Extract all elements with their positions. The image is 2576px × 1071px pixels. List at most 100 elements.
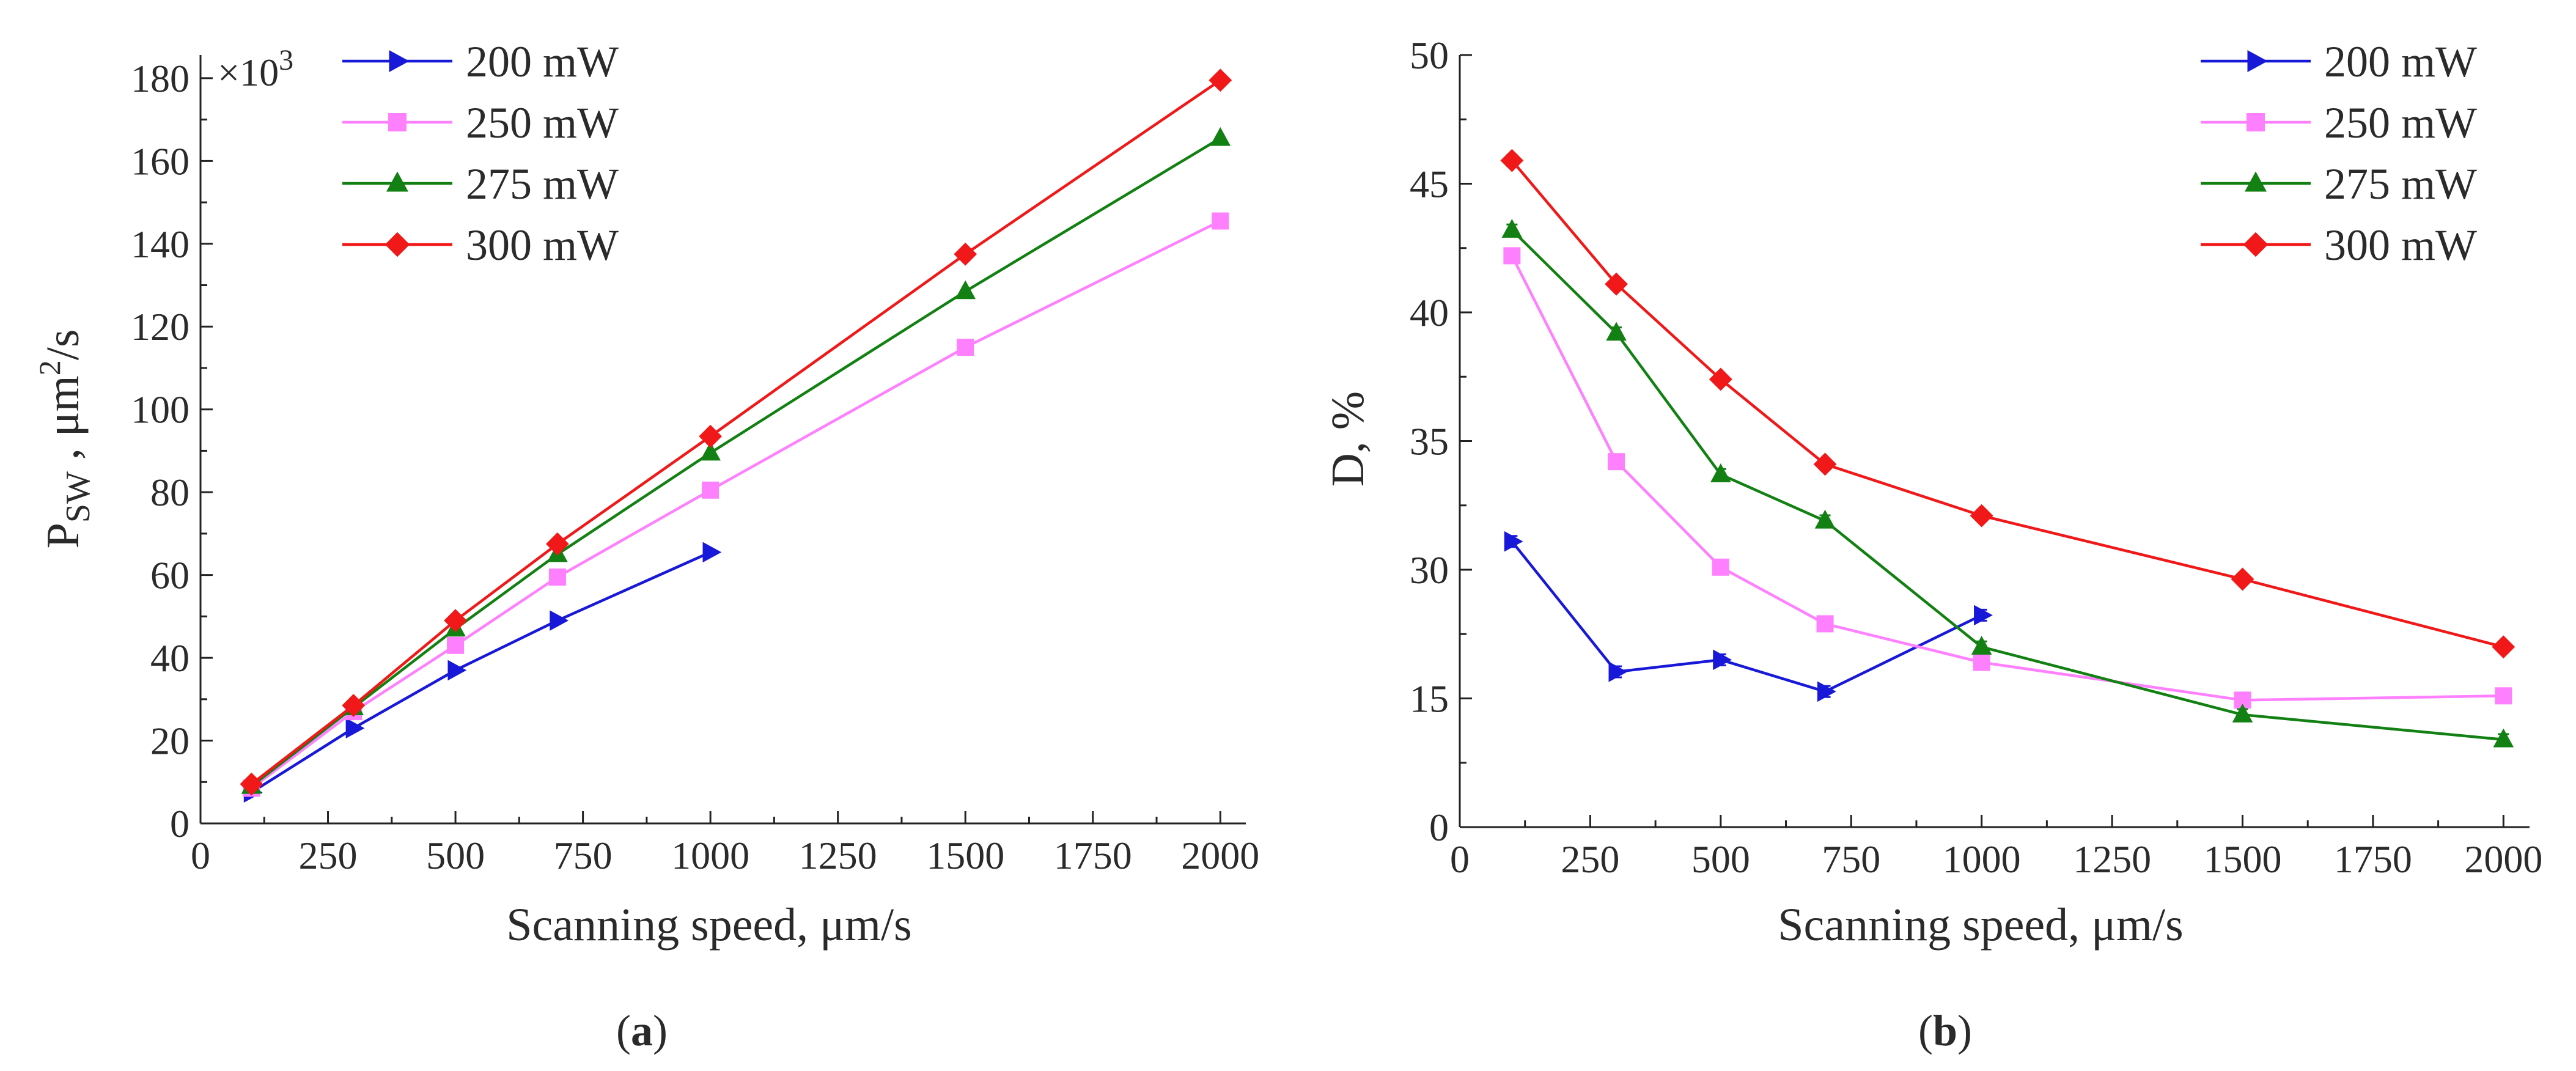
data-point bbox=[955, 280, 976, 300]
data-point bbox=[1814, 509, 1836, 529]
data-point bbox=[1974, 605, 1993, 626]
y-tick-label: 15 bbox=[1410, 677, 1449, 721]
chart-b-series-layer bbox=[1500, 149, 2515, 748]
x-tick-label: 1000 bbox=[1943, 837, 2021, 881]
data-point bbox=[1608, 453, 1625, 471]
y-tick-label: 0 bbox=[170, 802, 190, 845]
series-200-mw bbox=[243, 542, 722, 803]
y-tick-label: 160 bbox=[131, 139, 190, 183]
data-point bbox=[2492, 635, 2515, 659]
legend-label: 300 mW bbox=[466, 221, 619, 270]
legend-entry: 250 mW bbox=[2201, 98, 2477, 147]
series-line bbox=[251, 551, 712, 794]
data-point bbox=[2231, 567, 2254, 591]
data-point bbox=[1971, 636, 1992, 655]
data-point bbox=[1710, 463, 1731, 482]
chart-b-panel-letter: b bbox=[1933, 1006, 1957, 1055]
series-line bbox=[1511, 540, 1982, 693]
legend-label: 200 mW bbox=[466, 37, 619, 86]
chart-a-ylabel-main: P bbox=[37, 523, 89, 548]
series-275-mw bbox=[1501, 219, 2514, 748]
x-tick-label: 1250 bbox=[799, 834, 877, 877]
data-point bbox=[345, 718, 365, 739]
data-point bbox=[1973, 653, 1990, 671]
x-tick-label: 250 bbox=[1561, 837, 1619, 881]
chart-panel-b: 0 250 500 750 1000 1250 1500 1750 2000 0 15 30 35 40… bbox=[1322, 34, 2542, 1055]
legend-entry: 275 mW bbox=[2201, 160, 2477, 208]
x-tick-label: 1000 bbox=[671, 834, 749, 877]
chart-a-ylabel-sup: 2 bbox=[32, 360, 67, 375]
data-point bbox=[2232, 703, 2253, 723]
chart-a-x-axis-label: Scanning speed, μm/s bbox=[506, 899, 911, 951]
chart-b-legend: 200 mW 250 mW 275 mW 300 mW bbox=[2201, 37, 2477, 270]
y-tick-label: 45 bbox=[1410, 163, 1449, 206]
chart-a-scale-note-base: ×10 bbox=[218, 51, 279, 94]
series-275-mw bbox=[241, 127, 1231, 794]
data-point bbox=[2493, 728, 2514, 748]
data-point bbox=[447, 636, 465, 654]
y-tick-label: 140 bbox=[131, 223, 190, 266]
chart-a-y-ticks: 0 20 40 60 80 100 120 140 160 180 bbox=[131, 57, 213, 845]
legend-label: 250 mW bbox=[466, 98, 619, 147]
data-point bbox=[1210, 127, 1231, 146]
x-tick-label: 0 bbox=[1450, 837, 1470, 881]
y-tick-label: 80 bbox=[150, 471, 190, 514]
series-200-mw bbox=[1504, 531, 1993, 702]
data-point bbox=[1970, 504, 1993, 528]
x-tick-label: 0 bbox=[191, 834, 210, 877]
y-tick-label: 120 bbox=[131, 305, 190, 348]
x-tick-label: 750 bbox=[554, 834, 613, 877]
x-tick-label: 750 bbox=[1822, 837, 1880, 881]
y-tick-label: 50 bbox=[1410, 34, 1449, 77]
data-point bbox=[2495, 687, 2512, 705]
data-point bbox=[444, 609, 467, 633]
legend-entry: 300 mW bbox=[2201, 221, 2477, 270]
data-point bbox=[1500, 149, 1524, 172]
data-point bbox=[957, 339, 974, 356]
legend-label: 275 mW bbox=[466, 160, 619, 208]
x-tick-label: 1500 bbox=[926, 834, 1004, 877]
chart-b-x-ticks: 0 250 500 750 1000 1250 1500 1750 2000 bbox=[1450, 815, 2542, 881]
chart-a-ylabel-tail: /s bbox=[37, 329, 89, 361]
y-tick-label: 20 bbox=[150, 720, 190, 763]
data-point bbox=[550, 610, 569, 631]
chart-a-panel-label: (a) bbox=[616, 1006, 668, 1055]
legend-label: 200 mW bbox=[2324, 37, 2477, 86]
y-tick-label: 40 bbox=[150, 636, 190, 680]
legend-marker bbox=[2247, 113, 2265, 131]
data-point bbox=[1816, 615, 1834, 633]
legend-entry: 275 mW bbox=[342, 160, 619, 208]
chart-a-axes bbox=[199, 55, 1246, 825]
chart-a-legend: 200 mW 250 mW 275 mW 300 mW bbox=[342, 37, 619, 270]
data-point bbox=[954, 242, 977, 266]
legend-marker bbox=[388, 113, 407, 131]
legend-marker bbox=[2245, 171, 2267, 192]
chart-a-panel-letter: a bbox=[631, 1006, 653, 1055]
x-tick-label: 2000 bbox=[2464, 837, 2542, 881]
data-point bbox=[1501, 219, 1523, 238]
data-point bbox=[1504, 531, 1523, 552]
chart-a-scale-note-exp: 3 bbox=[279, 44, 293, 76]
x-tick-label: 250 bbox=[299, 834, 358, 877]
data-point bbox=[1712, 558, 1729, 576]
legend-marker bbox=[386, 171, 408, 192]
series-300-mw bbox=[1500, 149, 2515, 659]
legend-label: 250 mW bbox=[2324, 98, 2477, 147]
data-point bbox=[447, 660, 467, 681]
legend-entry: 300 mW bbox=[342, 221, 619, 270]
x-tick-label: 1500 bbox=[2203, 837, 2281, 881]
x-tick-label: 500 bbox=[1691, 837, 1750, 881]
chart-a-scale-note: ×103 bbox=[218, 44, 293, 94]
data-point bbox=[699, 424, 723, 448]
legend-label: 275 mW bbox=[2324, 160, 2477, 208]
data-point bbox=[1817, 681, 1836, 702]
legend-entry: 200 mW bbox=[2201, 37, 2477, 86]
chart-a-x-ticks: 0 250 500 750 1000 1250 1500 1750 2000 bbox=[191, 811, 1259, 877]
data-point bbox=[1709, 367, 1732, 391]
x-tick-label: 1750 bbox=[1054, 834, 1132, 877]
x-tick-label: 500 bbox=[426, 834, 485, 877]
data-point bbox=[1608, 661, 1628, 682]
series-300-mw bbox=[240, 68, 1232, 796]
data-point bbox=[240, 772, 263, 796]
